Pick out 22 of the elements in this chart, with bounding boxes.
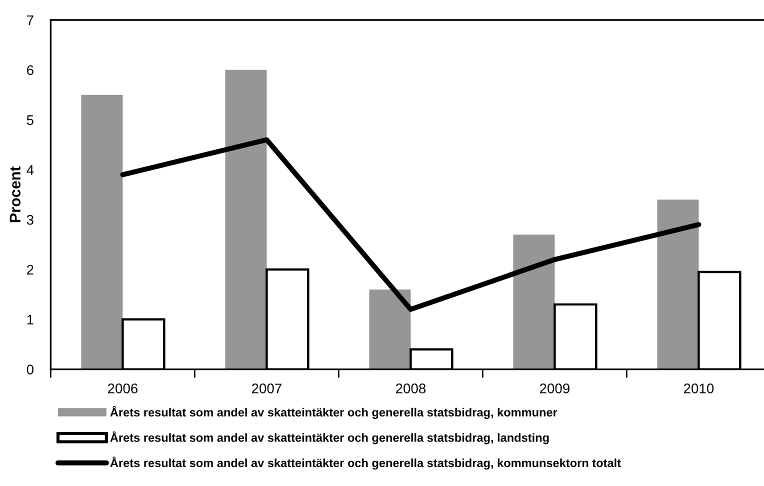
x-tick-label: 2009 <box>540 384 570 394</box>
y-tick-label: 3 <box>26 214 34 225</box>
x-tick-label: 2007 <box>252 384 282 394</box>
x-tick-label: 2008 <box>396 384 426 394</box>
y-tick-label: 5 <box>26 115 34 125</box>
bar <box>657 200 699 370</box>
legend-label: Årets resultat som andel av skatteintäkter och generella statsbidrag, landsting <box>110 431 549 444</box>
y-tick-label: 6 <box>27 65 34 76</box>
y-axis-title: Procent <box>10 166 21 222</box>
y-tick-label: 4 <box>26 165 34 175</box>
legend-label: Årets resultat som andel av skatteintäkter och generella statsbidrag, kommunsektorn totalt <box>110 456 621 470</box>
bar <box>513 234 555 370</box>
y-tick-label: 1 <box>27 314 34 324</box>
bar <box>369 289 411 370</box>
x-tick-label: 2006 <box>108 384 138 394</box>
bar <box>81 94 123 370</box>
x-tick-label: 2010 <box>684 384 714 394</box>
legend-label: Årets resultat som andel av skatteintäkter och generella statsbidrag, kommuner <box>110 406 558 419</box>
bar <box>225 70 267 370</box>
y-tick-label: 0 <box>26 364 34 374</box>
y-tick-label: 7 <box>27 15 34 26</box>
y-tick-label: 2 <box>27 264 34 275</box>
